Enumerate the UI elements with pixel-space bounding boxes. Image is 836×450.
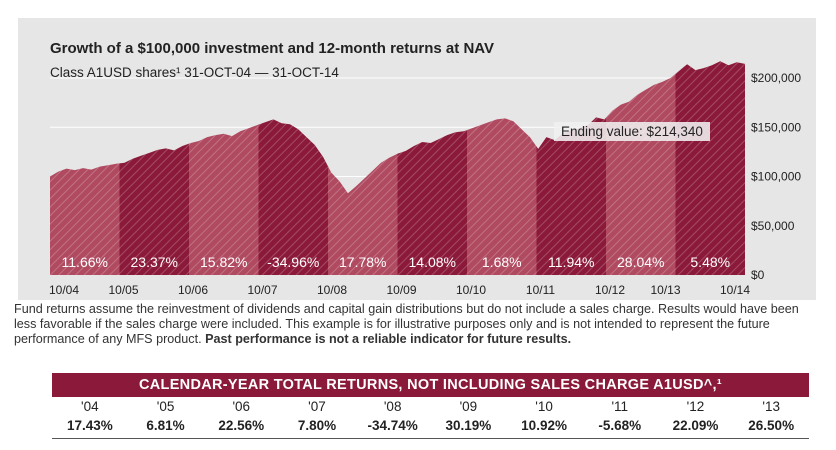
calendar-year: '07 <box>308 399 326 414</box>
return-label: -34.96% <box>267 254 319 270</box>
calendar-return: 17.43% <box>66 418 113 433</box>
chart-title: Growth of a $100,000 investment and 12-m… <box>50 40 494 57</box>
x-tick-label: 10/06 <box>178 283 208 297</box>
calendar-returns-header: CALENDAR-YEAR TOTAL RETURNS, NOT INCLUDI… <box>52 373 809 397</box>
disclaimer-text: Fund returns assume the reinvestment of … <box>14 302 799 346</box>
y-tick-label: $150,000 <box>751 120 801 134</box>
x-tick-label: 10/10 <box>456 283 486 297</box>
calendar-return: 22.56% <box>218 418 265 433</box>
x-tick-label: 10/08 <box>317 283 347 297</box>
x-tick-label: 10/09 <box>386 283 416 297</box>
calendar-year: '10 <box>535 399 553 414</box>
calendar-year: '08 <box>383 399 402 414</box>
calendar-return: 7.80% <box>297 418 337 433</box>
chart-subtitle: Class A1USD shares¹ 31-OCT-04 — 31-OCT-1… <box>50 65 339 80</box>
calendar-return: -5.68% <box>598 418 642 433</box>
calendar-year: '05 <box>156 399 175 414</box>
calendar-return: -34.74% <box>367 418 418 433</box>
return-label: 23.37% <box>131 254 178 270</box>
y-tick-label: $50,000 <box>751 219 795 233</box>
return-label: 11.94% <box>548 254 594 270</box>
x-tick-label: 10/14 <box>720 283 750 297</box>
calendar-years-row: '04 '05 '06 '07 '08 '09 '10 '11 '12 '13 <box>52 399 809 417</box>
x-tick-label: 10/11 <box>526 283 555 297</box>
chart-card: 11.66% 23.37% 15.82% -34.96% 17.78% 14.08% 1.6… <box>18 18 816 300</box>
return-label: 5.48% <box>690 254 730 270</box>
calendar-return: 10.92% <box>521 418 567 433</box>
x-tick-label: 10/07 <box>247 283 277 297</box>
calendar-year: '13 <box>762 399 780 414</box>
disclaimer-bold: Past performance is not a reliable indic… <box>205 332 572 346</box>
calendar-year: '09 <box>459 399 478 414</box>
calendar-return: 6.81% <box>146 418 185 433</box>
return-label: 15.82% <box>200 254 247 270</box>
calendar-return: 22.09% <box>672 418 719 433</box>
x-tick-label: 10/12 <box>595 283 625 297</box>
y-tick-label: $100,000 <box>751 170 801 184</box>
y-tick-label: $200,000 <box>751 71 801 85</box>
calendar-year: '04 <box>81 399 99 414</box>
calendar-values-row: 17.43% 6.81% 22.56% 7.80% -34.74% 30.19%… <box>52 418 809 439</box>
ending-value-label: Ending value: $214,340 <box>554 122 710 141</box>
calendar-year: '06 <box>232 399 251 414</box>
calendar-year: '11 <box>611 399 629 414</box>
y-tick-label: $0 <box>751 268 765 282</box>
calendar-year: '12 <box>686 399 705 414</box>
disclaimer: Fund returns assume the reinvestment of … <box>14 302 824 347</box>
calendar-return: 30.19% <box>445 418 492 433</box>
x-tick-label: 10/05 <box>108 283 138 297</box>
return-label: 11.66% <box>62 254 108 270</box>
return-label: 1.68% <box>482 254 522 270</box>
return-label: 17.78% <box>339 254 386 270</box>
x-tick-label: 10/04 <box>49 283 79 297</box>
growth-chart: 11.66% 23.37% 15.82% -34.96% 17.78% 14.08% 1.6… <box>49 61 801 297</box>
return-label: 14.08% <box>409 254 456 270</box>
calendar-return: 26.50% <box>748 418 795 433</box>
return-label: 28.04% <box>617 254 664 270</box>
x-tick-label: 10/13 <box>650 283 680 297</box>
